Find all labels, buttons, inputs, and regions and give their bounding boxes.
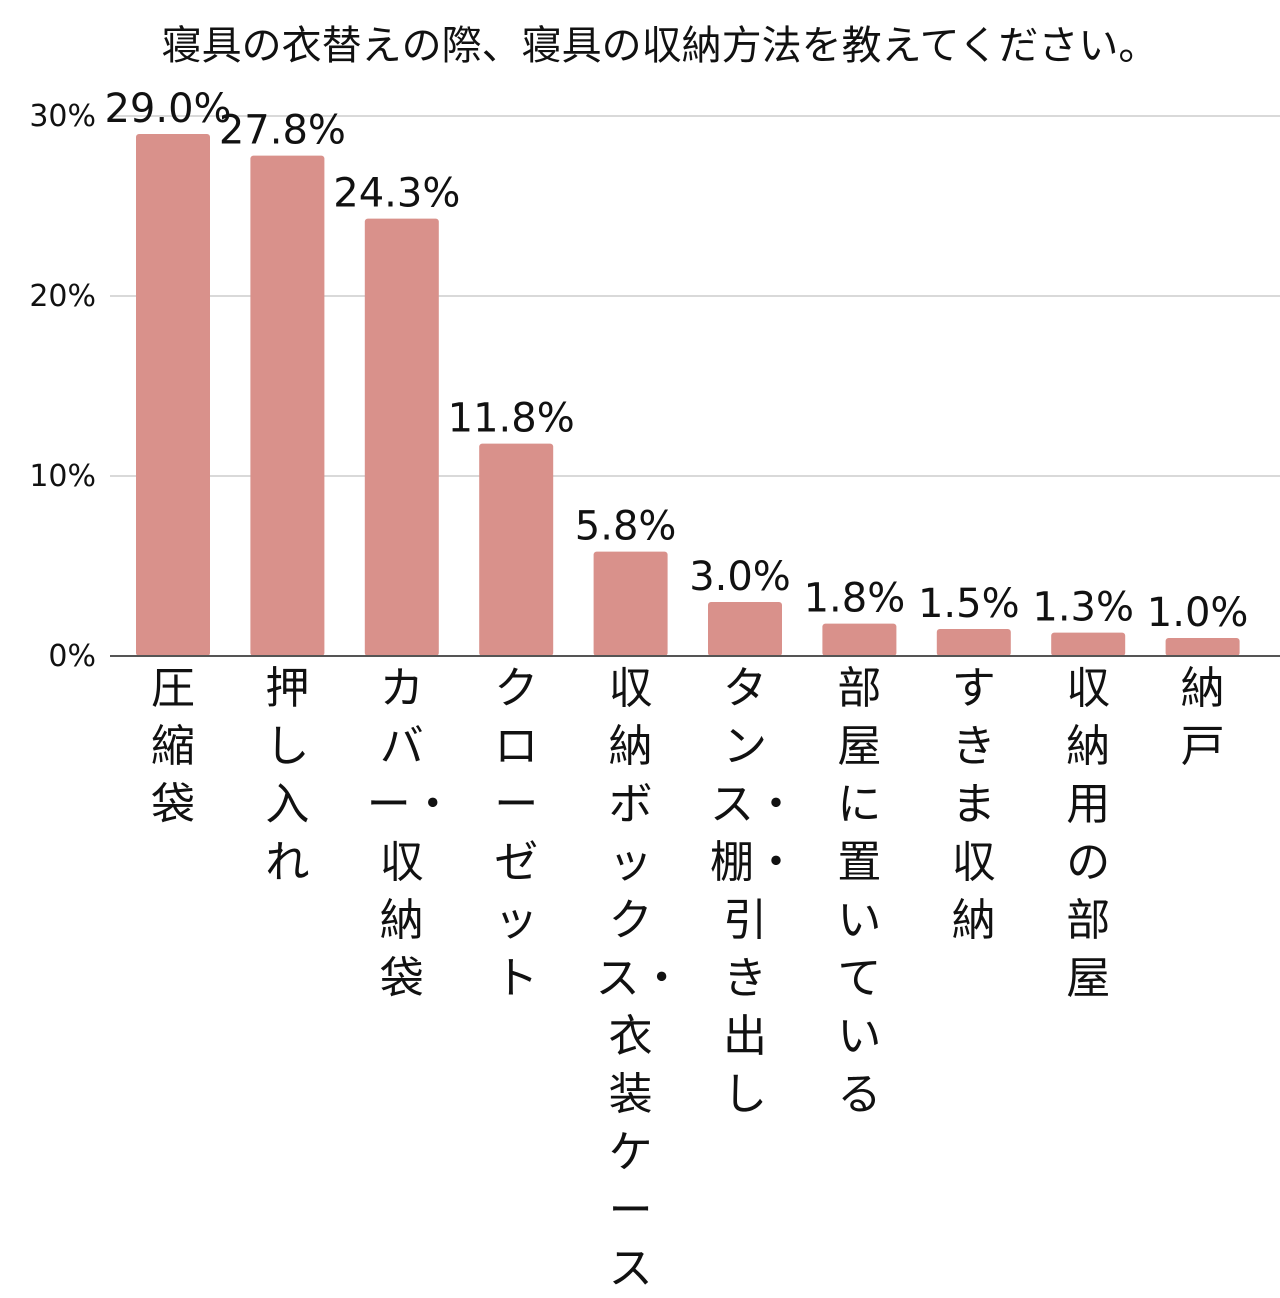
bar-value-label: 27.8%	[219, 108, 346, 154]
bar-value-label: 1.5%	[918, 581, 1020, 627]
x-category-label: 収納ボックス・衣装ケース	[595, 663, 684, 1294]
bar-6	[708, 602, 782, 656]
bar-5	[593, 551, 668, 656]
bar-value-label: 3.0%	[689, 554, 791, 600]
bar-7	[822, 623, 897, 656]
bar-3	[364, 218, 439, 656]
bar-value-label: 24.3%	[333, 171, 460, 217]
y-tick-label: 0%	[48, 639, 96, 674]
bar-10	[1165, 638, 1240, 656]
y-tick-label: 10%	[29, 459, 96, 494]
bar-value-labels: 29.0%27.8% 24.3% 11.8% 5.8% 3.0% 1.8% 1.5% 1.3%…	[104, 86, 1248, 636]
bar-value-label: 1.8%	[804, 576, 906, 622]
y-tick-label: 30%	[29, 99, 96, 134]
x-category-label: カバー・収納袋	[366, 663, 455, 1004]
x-category-label: 押し入れ	[265, 663, 310, 888]
bar-value-label: 5.8%	[575, 504, 677, 550]
x-category-label: 圧縮袋	[151, 663, 195, 830]
bar-9	[1051, 632, 1126, 656]
x-category-label: 収納用の部屋	[1066, 663, 1111, 1004]
x-category-label: 納戸	[1180, 663, 1225, 772]
y-tick-label: 20%	[29, 279, 96, 314]
bar-8	[936, 629, 1011, 656]
x-category-label: クローゼット	[494, 663, 539, 1004]
x-category-label: すきま収納	[951, 663, 996, 946]
bar-value-label: 1.3%	[1032, 585, 1134, 631]
bar-2	[250, 155, 325, 656]
x-category-label: タンス・棚・引き出し	[710, 663, 798, 1120]
chart-title: 寝具の衣替えの際、寝具の収納方法を教えてください。	[161, 23, 1159, 69]
bar-value-label: 29.0%	[104, 86, 231, 132]
bars	[136, 134, 1240, 656]
bar-value-label: 11.8%	[448, 396, 575, 442]
x-category-label: 部屋に置いている	[837, 663, 882, 1120]
y-axis-tick-labels: 0% 10% 20% 30%	[29, 99, 96, 674]
bar-value-label: 1.0%	[1147, 590, 1249, 636]
bar-4	[479, 443, 554, 656]
bar-1	[136, 134, 210, 656]
